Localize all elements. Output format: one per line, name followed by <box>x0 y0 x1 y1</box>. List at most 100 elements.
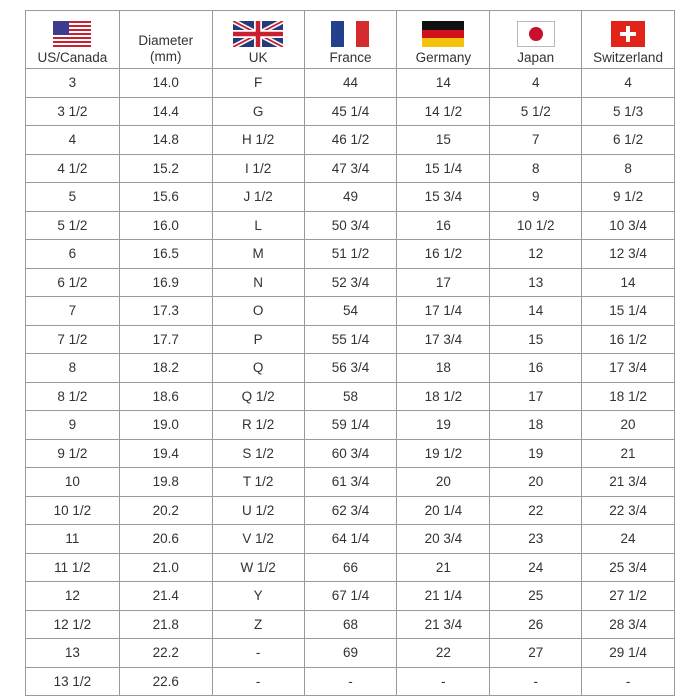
table-cell: O <box>212 297 304 325</box>
table-cell: H 1/2 <box>212 126 304 154</box>
table-cell: 21 3/4 <box>397 610 490 638</box>
table-cell: 19 1/2 <box>397 439 490 467</box>
table-cell: 15 <box>490 325 582 353</box>
table-cell: 27 <box>490 639 582 667</box>
table-cell: 3 1/2 <box>26 97 119 125</box>
table-cell: 22.2 <box>119 639 212 667</box>
table-cell: 14 1/2 <box>397 97 490 125</box>
table-cell: 18.6 <box>119 382 212 410</box>
table-cell: 4 1/2 <box>26 154 119 182</box>
table-cell: 17.7 <box>119 325 212 353</box>
table-cell: U 1/2 <box>212 496 304 524</box>
table-cell: 22 <box>397 639 490 667</box>
flag-japan <box>516 21 555 47</box>
flag-france <box>331 21 370 47</box>
size-table: US/Canada Diameter (mm) UK France German… <box>25 10 675 696</box>
table-cell: 10 1/2 <box>490 211 582 239</box>
table-cell: 3 <box>26 69 119 97</box>
table-cell: 21.0 <box>119 553 212 581</box>
header-cell: UK <box>212 11 304 68</box>
table-cell: 10 1/2 <box>26 496 119 524</box>
table-cell: 20 <box>490 468 582 496</box>
flag-germany <box>422 21 465 47</box>
table-cell: 15.2 <box>119 154 212 182</box>
table-cell: 12 <box>490 240 582 268</box>
table-cell: 15 1/4 <box>582 297 674 325</box>
table-cell: 16.0 <box>119 211 212 239</box>
table-cell: 15.6 <box>119 183 212 211</box>
table-cell: 6 1/2 <box>26 268 119 296</box>
table-cell: 13 1/2 <box>26 667 119 695</box>
table-cell: 15 <box>397 126 490 154</box>
table-cell: 9 <box>490 183 582 211</box>
table-cell: 66 <box>304 553 397 581</box>
table-cell: 21 3/4 <box>582 468 674 496</box>
table-cell: 7 1/2 <box>26 325 119 353</box>
table-cell: Q <box>212 354 304 382</box>
table-cell: 5 1/3 <box>582 97 674 125</box>
table-cell: 12 <box>26 582 119 610</box>
table-cell: 25 3/4 <box>582 553 674 581</box>
table-cell: 17 <box>397 268 490 296</box>
table-cell: 17.3 <box>119 297 212 325</box>
table-cell: 11 <box>26 525 119 553</box>
table-cell: W 1/2 <box>212 553 304 581</box>
table-cell: F <box>212 69 304 97</box>
table-cell: 20 3/4 <box>397 525 490 553</box>
table-cell: 18 1/2 <box>397 382 490 410</box>
table-cell: 10 3/4 <box>582 211 674 239</box>
table-cell: 50 3/4 <box>304 211 397 239</box>
table-cell: 23 <box>490 525 582 553</box>
table-cell: 20.6 <box>119 525 212 553</box>
table-cell: 46 1/2 <box>304 126 397 154</box>
header-text: France <box>329 50 372 65</box>
table-cell: 16 <box>490 354 582 382</box>
table-cell: - <box>304 667 397 695</box>
table-cell: - <box>490 667 582 695</box>
header-cell: Switzerland <box>582 11 674 68</box>
table-cell: - <box>212 639 304 667</box>
header-cell: France <box>304 11 397 68</box>
table-cell: Q 1/2 <box>212 382 304 410</box>
table-cell: 9 1/2 <box>582 183 674 211</box>
table-cell: 6 <box>26 240 119 268</box>
table-cell: 13 <box>490 268 582 296</box>
table-cell: 61 3/4 <box>304 468 397 496</box>
table-cell: T 1/2 <box>212 468 304 496</box>
table-cell: 27 1/2 <box>582 582 674 610</box>
table-cell: 21.4 <box>119 582 212 610</box>
table-cell: 18 <box>397 354 490 382</box>
table-cell: 10 <box>26 468 119 496</box>
table-cell: 13 <box>26 639 119 667</box>
table-cell: 54 <box>304 297 397 325</box>
table-cell: 9 1/2 <box>26 439 119 467</box>
table-cell: 12 3/4 <box>582 240 674 268</box>
header-cell: US/Canada <box>26 11 119 68</box>
table-cell: 22.6 <box>119 667 212 695</box>
header-cell: Diameter (mm) <box>119 11 212 68</box>
table-cell: - <box>397 667 490 695</box>
table-cell: 18 <box>490 411 582 439</box>
table-cell: P <box>212 325 304 353</box>
table-cell: 64 1/4 <box>304 525 397 553</box>
table-cell: 21 <box>397 553 490 581</box>
table-cell: 19.0 <box>119 411 212 439</box>
table-cell: 21 1/4 <box>397 582 490 610</box>
flag-switzerland <box>611 21 646 47</box>
header-cell: Germany <box>397 11 490 68</box>
table-cell: R 1/2 <box>212 411 304 439</box>
table-cell: 14 <box>582 268 674 296</box>
header-text: Diameter (mm) <box>138 33 194 64</box>
header-text: US/Canada <box>37 50 108 65</box>
table-cell: 7 <box>26 297 119 325</box>
table-cell: S 1/2 <box>212 439 304 467</box>
table-cell: 19 <box>397 411 490 439</box>
table-cell: 20 <box>582 411 674 439</box>
table-cell: 67 1/4 <box>304 582 397 610</box>
table-cell: 24 <box>490 553 582 581</box>
table-cell: 56 3/4 <box>304 354 397 382</box>
table-cell: 22 <box>490 496 582 524</box>
table-cell: 17 3/4 <box>397 325 490 353</box>
flag-uk <box>233 21 284 47</box>
